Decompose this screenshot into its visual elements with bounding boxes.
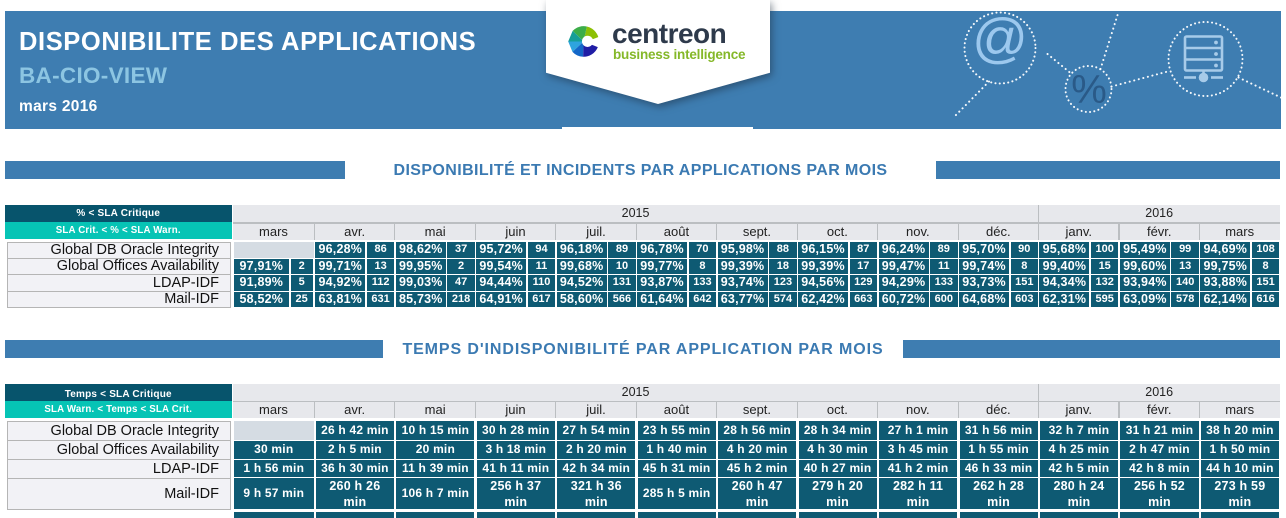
svg-text:%: % (1071, 68, 1107, 112)
svg-text:@: @ (972, 11, 1028, 68)
